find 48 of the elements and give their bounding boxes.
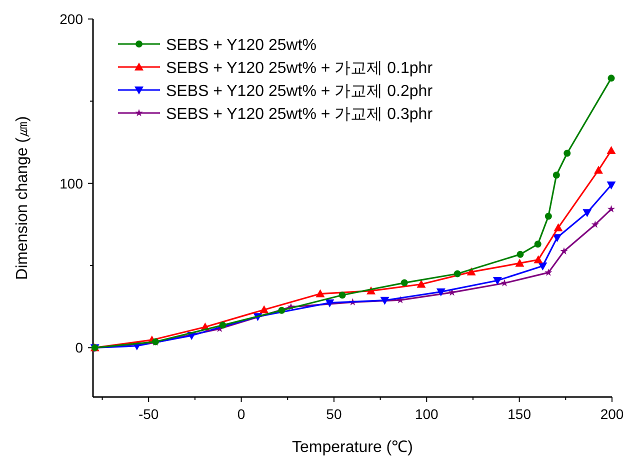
point — [515, 258, 524, 267]
point — [606, 181, 616, 190]
point — [552, 172, 560, 179]
point — [260, 305, 269, 314]
x-tick-label: 200 — [600, 406, 624, 422]
y-tick-label: 100 — [60, 175, 84, 192]
legend-label: SEBS + Y120 25wt% + 가교제 0.1phr — [166, 60, 434, 77]
point — [400, 279, 408, 286]
point — [219, 322, 226, 329]
point — [448, 288, 456, 296]
x-tick-label: -50 — [138, 406, 159, 422]
point — [607, 205, 616, 212]
point — [606, 146, 616, 154]
point — [544, 212, 552, 220]
point — [492, 276, 502, 285]
x-tick-label: 50 — [326, 406, 342, 422]
x-tick-label: 100 — [414, 406, 439, 422]
point — [594, 166, 603, 174]
y-tick-label: 200 — [60, 11, 84, 27]
point — [516, 250, 524, 258]
point — [380, 296, 390, 305]
point — [416, 280, 426, 288]
point — [500, 279, 508, 286]
point — [582, 209, 592, 218]
point — [564, 150, 571, 157]
x-tick-label: 0 — [237, 406, 246, 422]
y-axis-title: Dimension change (㎛) — [14, 116, 31, 280]
legend-label: SEBS + Y120 25wt% + 가교제 0.3phr — [166, 106, 434, 123]
point — [538, 262, 548, 271]
point — [278, 306, 286, 314]
point — [591, 220, 599, 228]
point — [554, 223, 563, 232]
point — [316, 289, 325, 298]
point — [608, 74, 615, 82]
point — [436, 288, 446, 296]
point — [560, 247, 568, 254]
y-tick-label: 0 — [75, 340, 84, 356]
point — [325, 299, 334, 308]
point — [534, 240, 542, 248]
point — [544, 268, 552, 276]
legend-label: SEBS + Y120 25wt% — [166, 37, 316, 54]
x-tick-label: 150 — [508, 406, 532, 422]
point — [454, 270, 461, 278]
x-axis-title: Temperature (℃) — [292, 439, 413, 456]
point — [534, 255, 543, 264]
point — [552, 234, 562, 242]
point — [338, 292, 346, 299]
legend-label: SEBS + Y120 25wt% + 가교제 0.2phr — [166, 83, 434, 100]
